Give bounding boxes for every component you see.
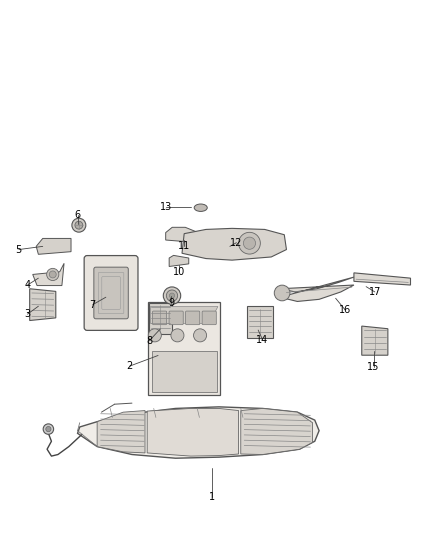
Polygon shape	[36, 238, 71, 254]
Text: 7: 7	[90, 300, 96, 310]
Text: 1: 1	[209, 492, 215, 502]
Circle shape	[72, 218, 86, 232]
FancyBboxPatch shape	[84, 256, 138, 330]
Text: 11: 11	[178, 241, 190, 252]
Circle shape	[274, 285, 290, 301]
Text: 14: 14	[256, 335, 268, 345]
Polygon shape	[166, 227, 198, 243]
Circle shape	[170, 293, 175, 298]
Polygon shape	[147, 408, 239, 456]
Text: 5: 5	[16, 245, 22, 255]
Circle shape	[239, 232, 260, 254]
Polygon shape	[280, 277, 354, 302]
Polygon shape	[150, 306, 218, 324]
FancyBboxPatch shape	[202, 311, 216, 325]
Text: 13: 13	[160, 202, 172, 212]
Circle shape	[49, 271, 56, 278]
Text: 16: 16	[339, 305, 351, 315]
Text: 2: 2	[127, 361, 133, 371]
FancyBboxPatch shape	[169, 311, 183, 325]
Polygon shape	[241, 408, 313, 455]
Circle shape	[194, 329, 207, 342]
Text: 9: 9	[168, 297, 174, 308]
Text: 3: 3	[25, 309, 31, 319]
Polygon shape	[152, 351, 217, 392]
Polygon shape	[362, 326, 388, 355]
Polygon shape	[78, 407, 319, 458]
Polygon shape	[354, 273, 410, 285]
Circle shape	[75, 221, 83, 229]
Polygon shape	[149, 303, 172, 334]
Polygon shape	[182, 228, 286, 260]
Polygon shape	[169, 255, 189, 266]
Circle shape	[46, 426, 51, 432]
Text: 10: 10	[173, 267, 185, 277]
Polygon shape	[30, 289, 56, 320]
Circle shape	[163, 287, 181, 304]
Polygon shape	[148, 302, 220, 395]
Text: 6: 6	[74, 209, 81, 220]
Circle shape	[47, 268, 59, 280]
Text: 15: 15	[367, 362, 380, 372]
Circle shape	[43, 424, 53, 434]
FancyBboxPatch shape	[152, 311, 167, 325]
FancyBboxPatch shape	[186, 311, 200, 325]
Polygon shape	[97, 410, 145, 453]
Text: 17: 17	[369, 287, 381, 297]
Circle shape	[171, 329, 184, 342]
FancyBboxPatch shape	[94, 267, 128, 319]
Circle shape	[148, 329, 161, 342]
Text: 4: 4	[25, 280, 31, 290]
Polygon shape	[33, 263, 64, 286]
Polygon shape	[247, 306, 273, 338]
Text: 8: 8	[146, 336, 152, 345]
Circle shape	[244, 237, 255, 249]
Text: 12: 12	[230, 238, 243, 248]
Ellipse shape	[194, 204, 207, 212]
Circle shape	[166, 290, 178, 301]
